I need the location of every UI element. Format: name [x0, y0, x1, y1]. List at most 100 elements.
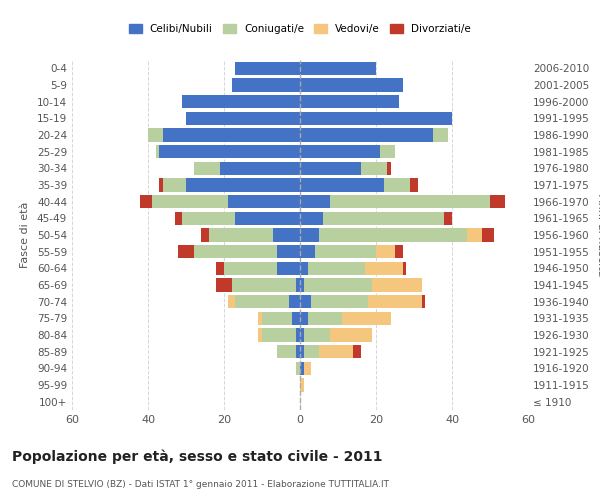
Bar [182, 212, 235, 225]
Bar [262, 328, 296, 342]
Bar [300, 78, 403, 92]
Bar [296, 278, 300, 291]
Bar [277, 262, 300, 275]
Bar [300, 178, 383, 192]
Bar [235, 212, 300, 225]
Bar [163, 128, 300, 141]
Y-axis label: Fasce di età: Fasce di età [20, 202, 30, 268]
Bar [262, 312, 292, 325]
Bar [403, 262, 406, 275]
Bar [178, 245, 194, 258]
Bar [304, 362, 311, 375]
Bar [445, 212, 452, 225]
Bar [140, 195, 152, 208]
Bar [300, 212, 323, 225]
Bar [292, 312, 300, 325]
Bar [300, 362, 304, 375]
Bar [361, 162, 388, 175]
Bar [331, 195, 490, 208]
Bar [163, 178, 186, 192]
Bar [300, 162, 361, 175]
Bar [365, 262, 403, 275]
Bar [155, 145, 160, 158]
Bar [148, 128, 163, 141]
Bar [258, 328, 262, 342]
Bar [186, 112, 300, 125]
Bar [433, 128, 448, 141]
Bar [224, 262, 277, 275]
Legend: Celibi/Nubili, Coniugati/e, Vedovi/e, Divorziati/e: Celibi/Nubili, Coniugati/e, Vedovi/e, Di… [125, 20, 475, 38]
Bar [304, 278, 372, 291]
Bar [410, 178, 418, 192]
Bar [383, 178, 410, 192]
Bar [186, 178, 300, 192]
Bar [300, 295, 311, 308]
Bar [277, 245, 300, 258]
Bar [300, 228, 319, 241]
Bar [228, 195, 300, 208]
Bar [289, 295, 300, 308]
Bar [277, 345, 296, 358]
Bar [304, 345, 319, 358]
Bar [300, 262, 308, 275]
Bar [300, 312, 308, 325]
Bar [274, 228, 300, 241]
Bar [300, 128, 433, 141]
Text: COMUNE DI STELVIO (BZ) - Dati ISTAT 1° gennaio 2011 - Elaborazione TUTTITALIA.IT: COMUNE DI STELVIO (BZ) - Dati ISTAT 1° g… [12, 480, 389, 489]
Bar [194, 162, 220, 175]
Bar [235, 295, 289, 308]
Bar [315, 245, 376, 258]
Y-axis label: Anni di nascita: Anni di nascita [596, 194, 600, 276]
Bar [160, 178, 163, 192]
Bar [380, 145, 395, 158]
Bar [422, 295, 425, 308]
Bar [368, 295, 422, 308]
Bar [490, 195, 505, 208]
Bar [296, 345, 300, 358]
Bar [395, 245, 403, 258]
Bar [217, 278, 232, 291]
Bar [388, 162, 391, 175]
Bar [300, 345, 304, 358]
Bar [300, 278, 304, 291]
Bar [308, 312, 342, 325]
Bar [353, 345, 361, 358]
Bar [160, 145, 300, 158]
Bar [300, 195, 331, 208]
Bar [300, 112, 452, 125]
Bar [300, 245, 315, 258]
Bar [194, 245, 277, 258]
Bar [235, 62, 300, 75]
Bar [296, 362, 300, 375]
Bar [467, 228, 482, 241]
Bar [308, 262, 365, 275]
Bar [342, 312, 391, 325]
Bar [482, 228, 494, 241]
Bar [152, 195, 228, 208]
Bar [319, 228, 467, 241]
Bar [300, 95, 399, 108]
Bar [209, 228, 274, 241]
Bar [201, 228, 209, 241]
Bar [311, 295, 368, 308]
Bar [372, 278, 422, 291]
Bar [258, 312, 262, 325]
Bar [232, 78, 300, 92]
Bar [376, 245, 395, 258]
Bar [304, 328, 331, 342]
Bar [217, 262, 224, 275]
Text: Popolazione per età, sesso e stato civile - 2011: Popolazione per età, sesso e stato civil… [12, 450, 383, 464]
Bar [220, 162, 300, 175]
Bar [228, 295, 235, 308]
Bar [296, 328, 300, 342]
Bar [175, 212, 182, 225]
Bar [300, 62, 376, 75]
Bar [232, 278, 296, 291]
Bar [300, 145, 380, 158]
Bar [319, 345, 353, 358]
Bar [323, 212, 445, 225]
Bar [331, 328, 372, 342]
Bar [300, 378, 304, 392]
Bar [182, 95, 300, 108]
Bar [300, 328, 304, 342]
